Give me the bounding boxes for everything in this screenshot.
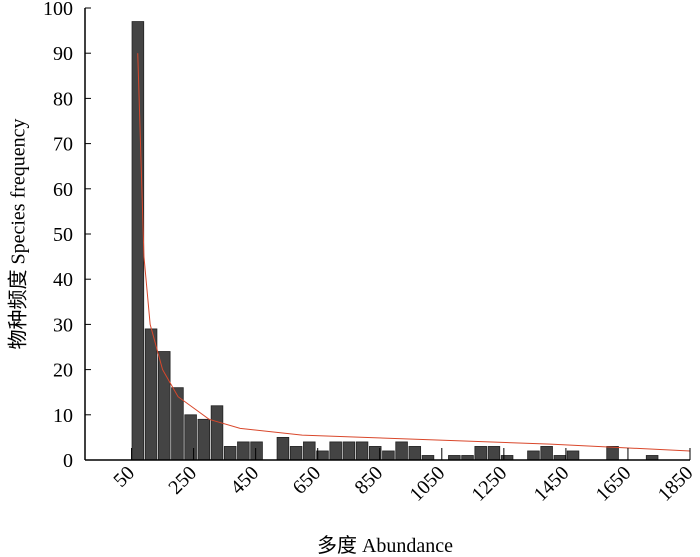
y-tick-label: 10 [53, 405, 73, 427]
y-tick-label: 90 [53, 43, 73, 65]
x-tick-label: 1650 [592, 462, 636, 506]
bar [395, 441, 408, 461]
x-tick-label: 1450 [530, 462, 574, 506]
bar [342, 441, 356, 461]
y-tick-label: 70 [53, 134, 73, 156]
x-tick-label: 650 [288, 462, 325, 499]
bar [329, 441, 342, 461]
bar [355, 441, 369, 461]
bar [474, 446, 487, 461]
bar [158, 351, 171, 461]
bar [131, 21, 145, 461]
y-tick-label: 60 [53, 179, 73, 201]
x-tick-label: 1250 [468, 462, 512, 506]
bar [566, 450, 580, 461]
bar [527, 450, 540, 461]
bar [276, 436, 290, 461]
y-tick-label: 0 [63, 450, 73, 472]
x-tick-label: 1050 [405, 462, 449, 506]
y-tick-label: 100 [43, 0, 73, 20]
x-tick-label: 1850 [654, 462, 698, 506]
y-tick-label: 50 [53, 224, 73, 246]
fit-curve [137, 53, 691, 452]
bar [316, 450, 329, 461]
x-axis-label: 多度 Abundance [317, 534, 453, 557]
bar [408, 446, 422, 461]
y-tick-label: 80 [53, 88, 73, 110]
x-tick-label: 50 [109, 462, 139, 492]
y-tick-label: 40 [53, 269, 73, 291]
bar [606, 446, 619, 461]
bar [250, 441, 263, 461]
x-tick-label: 250 [164, 462, 201, 499]
bar [382, 450, 395, 461]
bar [487, 446, 501, 461]
x-tick-label: 450 [226, 462, 263, 499]
bar [210, 405, 224, 461]
bar [184, 414, 197, 461]
bar [540, 446, 553, 461]
x-tick-label: 850 [351, 462, 388, 499]
y-axis-label: 物种频度 Species frequency [7, 118, 30, 349]
bar [303, 441, 316, 461]
bar [197, 418, 211, 461]
bar [223, 446, 237, 461]
y-tick-label: 20 [53, 360, 73, 382]
bar [289, 446, 303, 461]
y-tick-label: 30 [53, 314, 73, 336]
bar [237, 441, 250, 461]
bar [144, 328, 158, 461]
bar [171, 387, 184, 461]
